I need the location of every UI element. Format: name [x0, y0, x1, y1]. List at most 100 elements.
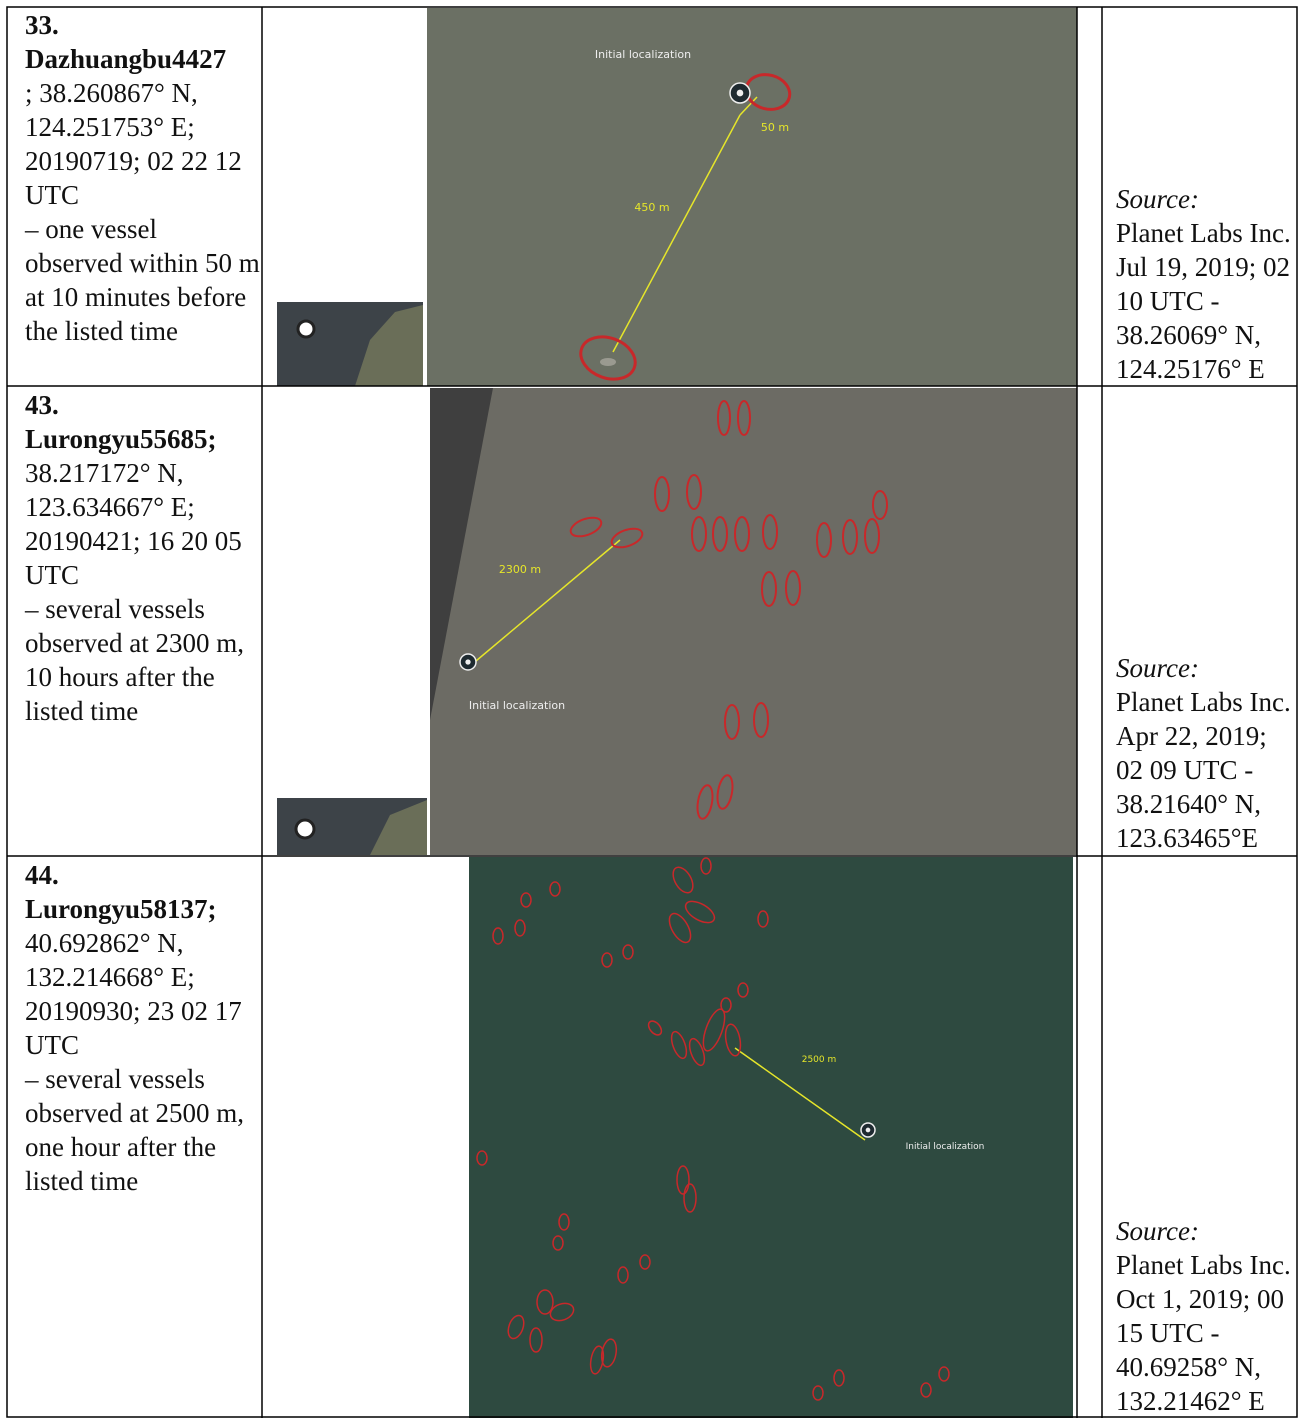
vessel-marker	[737, 982, 749, 998]
vessel-marker	[864, 518, 880, 554]
vessel-marker	[610, 527, 644, 549]
vessel-marker	[668, 912, 692, 944]
source-text: Planet Labs Inc. Jul 19, 2019; 02 10 UTC…	[1116, 218, 1291, 384]
source-cell: Source: Planet Labs Inc. Apr 22, 2019; 0…	[1104, 388, 1299, 855]
image-label: Initial localization	[595, 48, 691, 61]
vessel-marker	[476, 1150, 488, 1166]
vessel-marker	[639, 1254, 651, 1270]
vessel-marker	[833, 1369, 845, 1387]
vessel-marker	[696, 784, 714, 820]
vessel-marker	[872, 490, 888, 520]
vessel-marker	[816, 522, 832, 558]
vessel-name: Lurongyu58137;	[25, 894, 217, 924]
image-label: Initial localization	[469, 699, 565, 712]
vessel-marker	[520, 892, 532, 908]
pin-dot	[865, 1127, 871, 1133]
pin-dot	[736, 89, 744, 97]
vessel-marker	[601, 952, 613, 968]
vessel-marker	[757, 910, 769, 928]
row-number: 44.	[25, 860, 59, 890]
satellite-image	[469, 857, 1073, 1418]
vessel-marker	[737, 400, 751, 436]
inset-pin	[294, 818, 316, 840]
satellite-image	[430, 388, 1077, 855]
note: – several vessels observed at 2500 m, on…	[25, 1064, 244, 1196]
vessel-marker	[622, 944, 634, 960]
source-label: Source:	[1116, 653, 1199, 683]
vessel-marker	[812, 1385, 824, 1401]
coordinates: 40.692862° N, 132.214668° E; 20190930; 2…	[25, 928, 242, 1060]
vessel-marker	[700, 857, 712, 875]
vessel-marker	[683, 1183, 697, 1213]
note: – several vessels observed at 2300 m, 10…	[25, 594, 244, 726]
vessel-marker	[514, 919, 526, 937]
source-cell: Source: Planet Labs Inc. Oct 1, 2019; 00…	[1104, 858, 1299, 1418]
row-description: 43. Lurongyu55685; 38.217172° N, 123.634…	[8, 388, 260, 856]
vessel-marker	[647, 1020, 663, 1036]
vessel-marker	[684, 900, 716, 924]
row-description: 44. Lurongyu58137; 40.692862° N, 132.214…	[8, 858, 260, 1418]
distance-line	[469, 539, 621, 667]
vessel-marker	[600, 1338, 618, 1368]
vessel-marker	[761, 571, 777, 607]
vessel-marker	[569, 516, 603, 538]
vessel	[600, 358, 616, 366]
distance-label: 2300 m	[499, 563, 541, 576]
vessel-marker	[753, 702, 769, 738]
source-cell: Source: Planet Labs Inc. Jul 19, 2019; 0…	[1104, 8, 1299, 386]
row-number: 33.	[25, 10, 59, 40]
inset-land	[355, 305, 423, 386]
image-label: Initial localization	[906, 1142, 985, 1152]
vessel-marker	[686, 474, 702, 510]
vessel-marker	[762, 514, 778, 550]
vessel-marker	[716, 774, 734, 810]
vessel-name: Dazhuangbu4427	[25, 44, 227, 74]
distance-line	[739, 96, 758, 116]
vessel-marker	[712, 516, 728, 552]
pin-dot	[465, 659, 471, 665]
distance-label: 50 m	[761, 121, 789, 134]
vessel-marker	[676, 1165, 690, 1195]
vessel-marker	[724, 704, 740, 740]
vessel-marker	[720, 997, 732, 1013]
vessel-marker	[507, 1314, 525, 1340]
satellite-image	[427, 8, 1077, 386]
note: – one vessel observed within 50 m at 10 …	[25, 214, 260, 346]
vessel-marker	[492, 927, 504, 945]
inset-pin	[296, 319, 316, 339]
vessel-marker	[617, 1266, 629, 1284]
vessel-marker	[536, 1289, 554, 1315]
vessel-marker	[670, 1030, 688, 1060]
vessel-name: Lurongyu55685;	[25, 424, 217, 454]
source-text: Planet Labs Inc. Oct 1, 2019; 00 15 UTC …	[1116, 1250, 1291, 1416]
vessel-marker	[734, 516, 750, 552]
distance-line	[734, 1047, 866, 1141]
coordinates: 38.217172° N, 123.634667° E; 20190421; 1…	[25, 458, 242, 590]
vessel-marker	[558, 1213, 570, 1231]
row-number: 43.	[25, 390, 59, 420]
distance-label: 2500 m	[802, 1055, 837, 1065]
table-borders	[6, 6, 1298, 1418]
vessel-marker	[920, 1382, 932, 1398]
source-label: Source:	[1116, 1216, 1199, 1246]
vessel-marker	[717, 400, 731, 436]
row-description: 33. Dazhuangbu4427 ; 38.260867° N, 124.2…	[8, 8, 260, 386]
vessel-marker	[785, 570, 801, 606]
vessel-marker	[938, 1366, 950, 1382]
vessel-marker	[579, 335, 637, 381]
inset-land	[370, 800, 427, 855]
vessel-marker	[688, 1037, 706, 1067]
source-label: Source:	[1116, 184, 1199, 214]
distance-label: 450 m	[634, 201, 669, 214]
source-text: Planet Labs Inc. Apr 22, 2019; 02 09 UTC…	[1116, 687, 1291, 853]
vessel-marker	[691, 516, 707, 552]
vessel-marker	[552, 1235, 564, 1251]
vessel-marker	[842, 519, 858, 555]
vessel-marker	[724, 1023, 742, 1057]
image-edge	[430, 388, 493, 720]
distance-line	[612, 114, 741, 353]
vessel-marker	[549, 1302, 575, 1322]
vessel-marker	[549, 881, 561, 897]
